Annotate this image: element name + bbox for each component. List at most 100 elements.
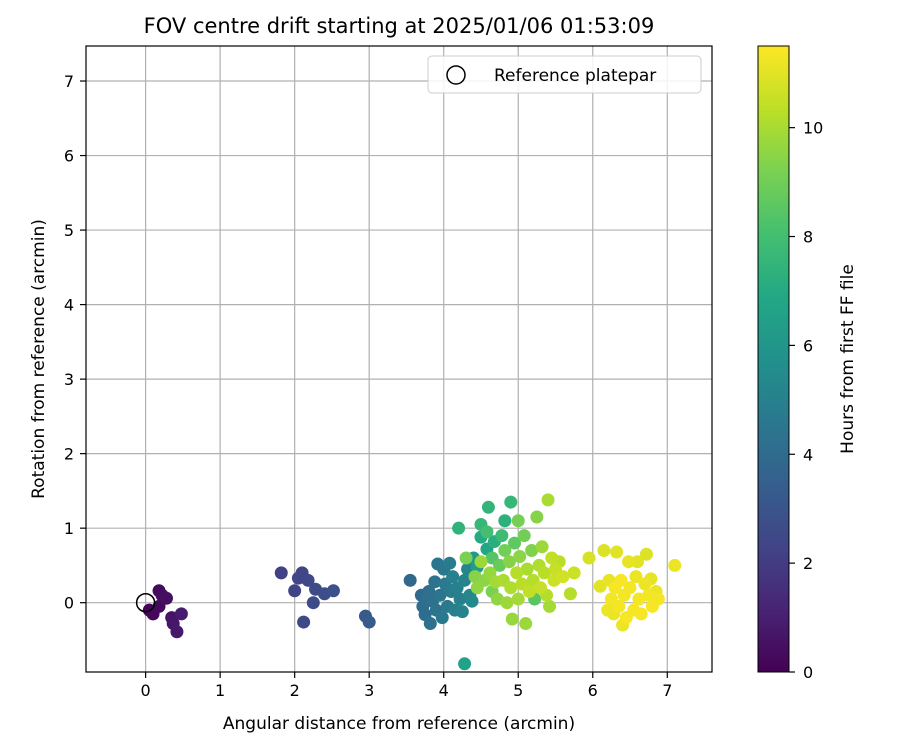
data-point [563,587,577,601]
data-point [465,594,479,608]
data-point [495,529,509,543]
data-point [511,592,525,606]
data-point [612,599,626,613]
data-point [288,584,302,598]
data-point [537,566,551,580]
x-tick-label: 5 [513,681,523,700]
data-point [500,596,514,610]
data-point [274,566,288,580]
colorbar-label: Hours from first FF file [838,264,858,454]
grid-lines [86,46,712,672]
data-point [543,599,557,613]
data-point [520,562,534,576]
x-tick-label: 7 [662,681,672,700]
chart-title: FOV centre drift starting at 2025/01/06 … [144,14,655,38]
data-point [522,585,536,599]
y-tick-label: 2 [64,445,74,464]
data-point [435,611,449,625]
data-point [623,581,637,595]
data-point [170,625,184,639]
data-point [474,555,488,569]
data-point [668,558,682,572]
data-point [459,551,473,565]
colorbar-tick-label: 4 [803,445,813,464]
y-tick-label: 1 [64,519,74,538]
plot-frame [85,45,713,673]
data-point [505,612,519,626]
data-point [297,615,311,629]
data-point [511,514,525,528]
colorbar-tick-label: 10 [803,119,823,138]
data-point [534,581,548,595]
data-point [403,573,417,587]
data-point [428,575,442,589]
x-axis-ticks: 0 1 2 3 4 5 6 7 [141,672,672,700]
data-point [452,521,466,535]
data-point [541,493,555,507]
data-point [567,566,581,580]
data-point [519,617,533,631]
data-point [556,570,570,584]
colorbar-tick-label: 6 [803,336,813,355]
colorbar-ticks: 0 2 4 6 8 10 [789,119,823,682]
data-point [510,566,524,580]
data-point [517,529,531,543]
colorbar-tick-label: 8 [803,228,813,247]
data-point [480,525,494,539]
data-point [525,544,539,558]
data-point [458,573,472,587]
legend-reference-marker [446,65,466,85]
x-tick-label: 6 [588,681,598,700]
data-point [630,555,644,569]
data-points [142,493,682,671]
y-tick-label: 3 [64,370,74,389]
data-point [508,536,522,550]
data-point [639,547,653,561]
data-point [545,551,559,565]
y-tick-label: 4 [64,296,74,315]
data-point [301,573,315,587]
y-tick-label: 6 [64,147,74,166]
data-point [502,555,516,569]
y-tick-label: 0 [64,594,74,613]
y-tick-label: 7 [64,72,74,91]
data-point [481,500,495,514]
data-point [433,588,447,602]
data-point [535,540,549,554]
data-point [326,584,340,598]
legend-entry-reference-platepar: Reference platepar [494,66,656,86]
colorbar-tick-label: 0 [803,663,813,682]
data-point [446,570,460,584]
x-tick-label: 0 [141,681,151,700]
data-point [470,581,484,595]
data-point [614,573,628,587]
x-tick-label: 3 [364,681,374,700]
data-point [582,551,596,565]
data-point [443,556,457,570]
data-point [458,657,472,671]
data-point [629,570,643,584]
data-point [174,607,188,621]
data-point [504,495,518,509]
data-point [423,617,437,631]
data-point [513,549,527,563]
data-point [498,544,512,558]
data-point [362,615,376,629]
data-point [530,510,544,524]
x-tick-label: 4 [439,681,449,700]
x-tick-label: 2 [290,681,300,700]
data-point [645,599,659,613]
data-point [455,605,469,619]
x-axis-label: Angular distance from reference (arcmin) [223,714,575,734]
reference-platepar-marker [135,592,156,613]
colorbar-gradient [757,45,790,673]
data-point [504,581,518,595]
y-axis-label: Rotation from reference (arcmin) [29,219,49,499]
data-point [306,596,320,610]
legend: Reference platepar [427,55,702,94]
y-axis-ticks: 0 1 2 3 4 5 6 7 [64,72,86,613]
x-tick-label: 1 [215,681,225,700]
data-point [597,544,611,558]
data-point [610,545,624,559]
